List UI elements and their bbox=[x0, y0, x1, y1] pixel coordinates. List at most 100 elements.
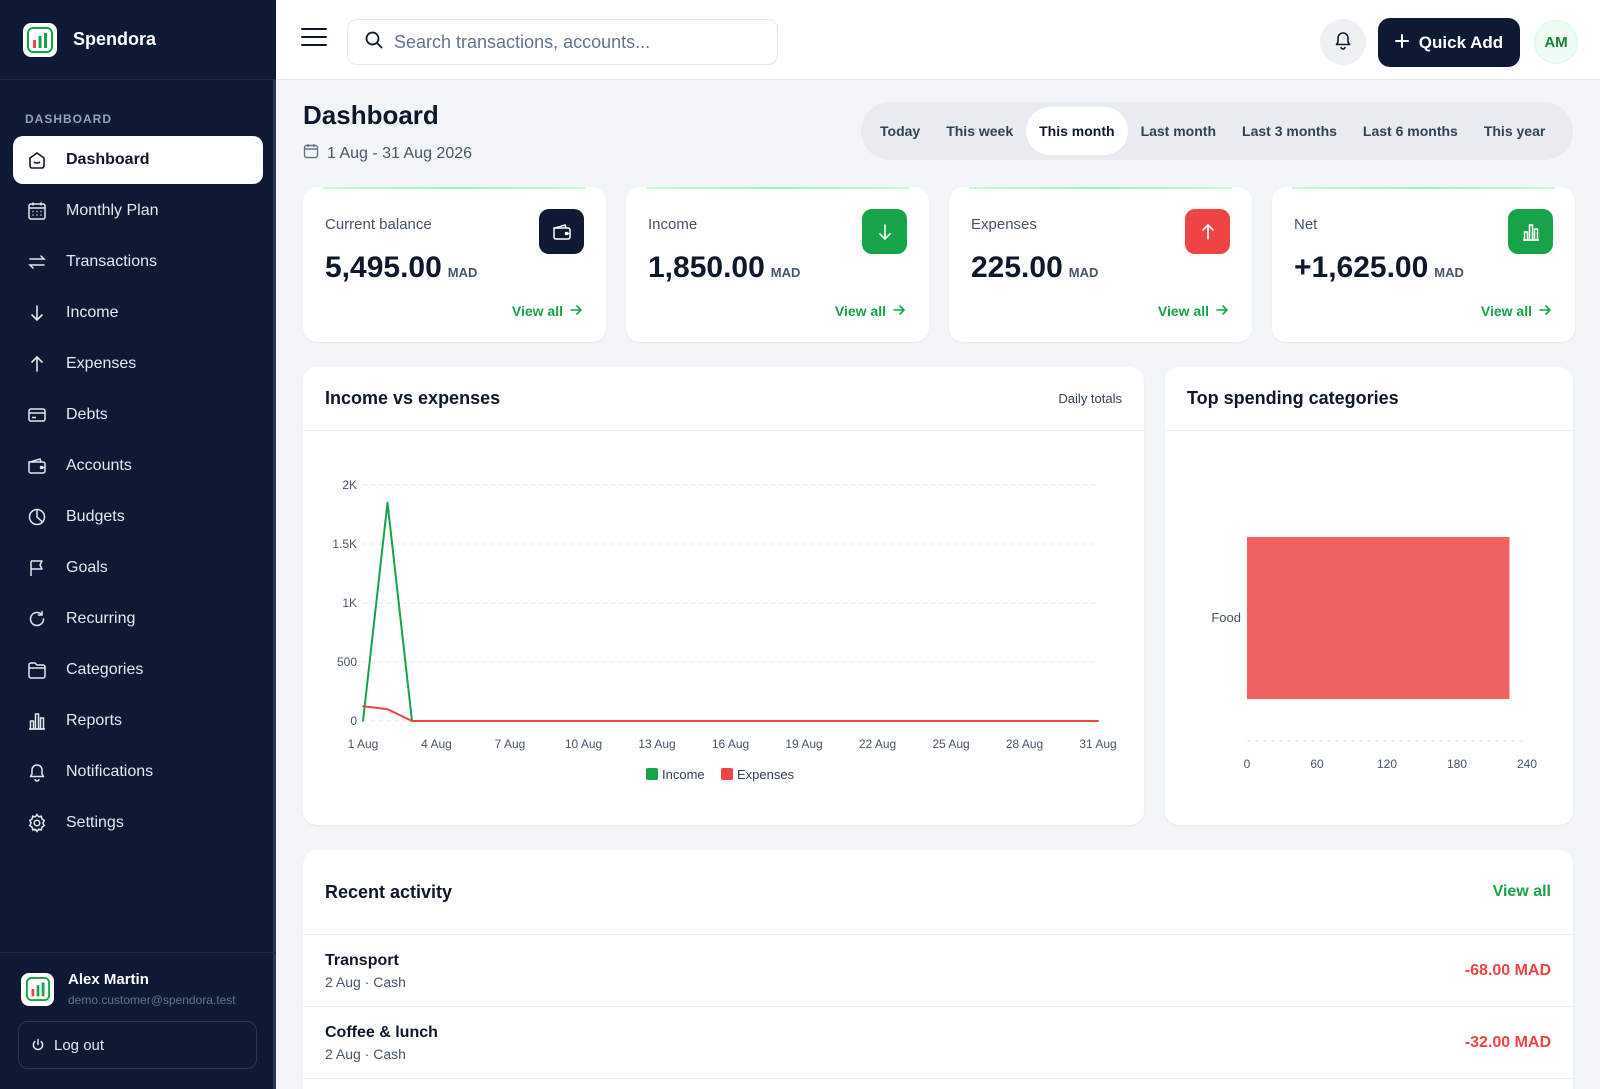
data-point bbox=[950, 720, 952, 722]
flag-icon bbox=[27, 558, 47, 578]
user-name: Alex Martin bbox=[68, 971, 149, 988]
brand[interactable]: Spendora bbox=[0, 0, 276, 80]
data-point bbox=[827, 720, 830, 722]
arrow-up-icon bbox=[27, 354, 47, 374]
data-point bbox=[484, 720, 487, 722]
stat-label: Income bbox=[648, 216, 698, 233]
y-tick-label: 500 bbox=[337, 655, 357, 669]
user-profile[interactable]: Alex Martin demo.customer@spendora.test bbox=[0, 953, 276, 1007]
bar-food[interactable] bbox=[1247, 537, 1510, 699]
sidebar-item-dashboard[interactable]: Dashboard bbox=[13, 136, 263, 184]
tab-last-month[interactable]: Last month bbox=[1140, 123, 1217, 139]
data-point bbox=[558, 720, 560, 722]
sidebar-item-debts[interactable]: Debts bbox=[13, 391, 263, 439]
activity-date: 2 Aug bbox=[325, 973, 361, 990]
stat-currency: MAD bbox=[447, 265, 478, 280]
x-tick-label: 16 Aug bbox=[712, 737, 749, 751]
activity-list: Transport 2 Aug · Cash -68.00 MAD Coffee & … bbox=[303, 935, 1573, 1079]
data-point bbox=[1072, 720, 1075, 722]
recent-view-all-link[interactable]: View all bbox=[1492, 883, 1551, 900]
sidebar-item-settings[interactable]: Settings bbox=[13, 799, 263, 847]
tab-last-6-months[interactable]: Last 6 months bbox=[1362, 123, 1458, 139]
sidebar-item-monthly-plan[interactable]: Monthly Plan bbox=[13, 187, 263, 235]
sidebar-item-label: Budgets bbox=[66, 508, 125, 525]
credit-card-icon bbox=[27, 405, 47, 425]
card-accent bbox=[1292, 187, 1555, 189]
data-point bbox=[362, 720, 364, 722]
arrow-down-icon bbox=[862, 209, 907, 254]
menu-toggle-button[interactable] bbox=[301, 28, 327, 50]
sidebar-item-label: Goals bbox=[66, 559, 108, 576]
stat-view-all-link[interactable]: View all bbox=[511, 303, 583, 319]
data-point bbox=[509, 720, 511, 722]
sidebar-scrollbar[interactable] bbox=[273, 80, 276, 1089]
search-input[interactable] bbox=[394, 31, 764, 53]
data-point bbox=[386, 708, 389, 711]
legend-swatch bbox=[646, 768, 658, 780]
transfer-arrows-icon bbox=[27, 252, 47, 272]
activity-name: Transport bbox=[325, 951, 399, 969]
y-tick-label: 1K bbox=[342, 596, 357, 610]
data-point bbox=[876, 720, 879, 722]
tab-last-3-months[interactable]: Last 3 months bbox=[1242, 123, 1337, 139]
sidebar-item-accounts[interactable]: Accounts bbox=[13, 442, 263, 490]
sidebar-item-budgets[interactable]: Budgets bbox=[13, 493, 263, 541]
stat-label: Current balance bbox=[325, 216, 432, 233]
sidebar-item-label: Notifications bbox=[66, 763, 154, 780]
sidebar-item-notifications[interactable]: Notifications bbox=[13, 748, 263, 796]
data-point bbox=[1097, 720, 1099, 722]
page-title: Dashboard bbox=[303, 100, 439, 130]
sidebar-item-label: Dashboard bbox=[66, 151, 150, 168]
stat-amount: 225.00 bbox=[971, 251, 1063, 284]
stat-view-all-link[interactable]: View all bbox=[835, 303, 906, 319]
category-label: Food bbox=[1211, 610, 1241, 625]
data-point bbox=[411, 720, 413, 722]
notifications-button[interactable] bbox=[1320, 19, 1366, 65]
date-range[interactable]: 1 Aug - 31 Aug 2026 bbox=[303, 143, 472, 164]
sidebar-item-label: Recurring bbox=[66, 610, 136, 627]
data-point bbox=[533, 720, 536, 722]
activity-row[interactable]: Transport 2 Aug · Cash -68.00 MAD bbox=[303, 935, 1573, 1007]
tab-this-year[interactable]: This year bbox=[1483, 123, 1546, 139]
data-point bbox=[362, 705, 364, 708]
data-point bbox=[386, 501, 389, 504]
search-bar[interactable] bbox=[347, 19, 778, 65]
stat-view-all-link[interactable]: View all bbox=[1158, 303, 1229, 319]
quick-add-label: Quick Add bbox=[1418, 32, 1504, 52]
arrow-up-icon bbox=[1185, 209, 1230, 254]
sidebar-item-categories[interactable]: Categories bbox=[13, 646, 263, 694]
stat-amount: 5,495.00 bbox=[325, 251, 442, 284]
sidebar-item-reports[interactable]: Reports bbox=[13, 697, 263, 745]
sidebar-item-transactions[interactable]: Transactions bbox=[13, 238, 263, 286]
x-tick-label: 19 Aug bbox=[785, 737, 822, 751]
x-tick-label: 1 Aug bbox=[348, 737, 379, 751]
data-point bbox=[901, 720, 903, 722]
sidebar-item-expenses[interactable]: Expenses bbox=[13, 340, 263, 388]
sidebar-item-goals[interactable]: Goals bbox=[13, 544, 263, 592]
pie-chart-icon bbox=[27, 507, 47, 527]
sidebar: Spendora DASHBOARD Dashboard Monthly Plan… bbox=[0, 0, 276, 1089]
stat-card-income: Income 1,850.00 MAD View all bbox=[626, 187, 929, 342]
view-all-label: View all bbox=[511, 303, 563, 319]
logout-button[interactable]: Log out bbox=[18, 1021, 257, 1069]
sidebar-nav: Dashboard Monthly Plan Transactions Income E… bbox=[0, 136, 276, 847]
quick-add-button[interactable]: Quick Add bbox=[1378, 18, 1520, 67]
tab-today[interactable]: Today bbox=[880, 123, 921, 139]
activity-row[interactable]: Coffee & lunch 2 Aug · Cash -32.00 MAD bbox=[303, 1007, 1573, 1079]
data-point bbox=[1048, 720, 1050, 722]
data-point bbox=[705, 720, 707, 722]
arrow-right-icon bbox=[1539, 303, 1552, 319]
user-avatar bbox=[21, 972, 54, 1006]
card-accent bbox=[969, 187, 1232, 189]
tab-this-month[interactable]: This month bbox=[1026, 107, 1128, 155]
sidebar-item-income[interactable]: Income bbox=[13, 289, 263, 337]
card-title: Income vs expenses bbox=[325, 388, 501, 408]
sidebar-item-label: Debts bbox=[66, 406, 108, 423]
arrow-down-icon bbox=[27, 303, 47, 323]
recent-activity-card: Recent activity View all Transport 2 Aug … bbox=[303, 850, 1573, 1089]
tab-this-week[interactable]: This week bbox=[946, 123, 1014, 139]
user-avatar-button[interactable]: AM bbox=[1534, 20, 1578, 64]
stat-value: 225.00 MAD bbox=[971, 251, 1098, 285]
stat-view-all-link[interactable]: View all bbox=[1481, 303, 1552, 319]
sidebar-item-recurring[interactable]: Recurring bbox=[13, 595, 263, 643]
